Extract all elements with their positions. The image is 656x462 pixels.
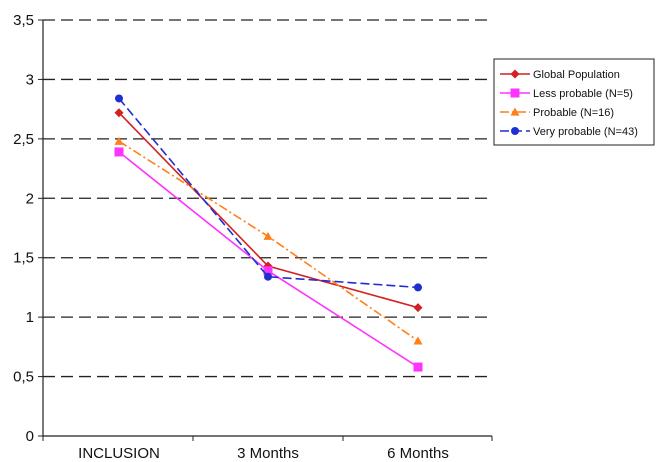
data-point xyxy=(114,136,124,145)
x-axis-categories: INCLUSION 3 Months 6 Months xyxy=(42,436,493,462)
data-point xyxy=(413,303,423,313)
series-group xyxy=(114,94,423,372)
data-point xyxy=(114,147,124,157)
legend-marker xyxy=(510,69,520,79)
y-tick-label: 1 xyxy=(26,309,34,326)
legend-item: Very probable (N=43) xyxy=(500,126,638,138)
legend-item: Probable (N=16) xyxy=(500,107,614,119)
y-tick-label: 3,5 xyxy=(13,12,34,29)
legend-marker xyxy=(511,127,519,135)
grid-lines xyxy=(43,19,493,378)
x-category-label: INCLUSION xyxy=(78,445,160,462)
x-category-label: 6 Months xyxy=(387,445,449,462)
y-tick-label: 1,5 xyxy=(13,250,34,267)
y-tick-label: 2,5 xyxy=(13,131,34,148)
series-4 xyxy=(115,94,422,292)
data-point xyxy=(263,266,273,276)
data-point xyxy=(413,336,423,345)
y-tick-label: 2 xyxy=(26,190,34,207)
series-line xyxy=(118,140,419,342)
y-axis-ticks: 0 0,5 1 1,5 2 2,5 3 3,5 xyxy=(13,12,43,445)
y-tick-label: 0 xyxy=(26,428,34,445)
legend-item: Less probable (N=5) xyxy=(500,88,633,100)
legend: Global Population Less probable (N=5) Prob… xyxy=(493,58,655,146)
data-point xyxy=(114,108,124,118)
series-line xyxy=(118,97,419,289)
legend-label: Global Population xyxy=(533,69,620,81)
data-point xyxy=(413,362,423,372)
data-point xyxy=(264,272,272,281)
series-3 xyxy=(114,136,423,345)
x-category-label: 3 Months xyxy=(237,445,299,462)
legend-label: Very probable (N=43) xyxy=(533,126,638,138)
series-line xyxy=(118,151,419,368)
legend-marker xyxy=(510,88,520,98)
legend-item: Global Population xyxy=(500,69,620,81)
series-2 xyxy=(114,147,423,372)
y-tick-label: 0,5 xyxy=(13,369,34,386)
data-point xyxy=(263,231,273,240)
axes xyxy=(42,20,492,437)
data-point xyxy=(414,283,422,292)
y-tick-label: 3 xyxy=(26,71,34,88)
legend-label: Probable (N=16) xyxy=(533,107,614,119)
legend-label: Less probable (N=5) xyxy=(533,88,633,100)
data-point xyxy=(115,94,123,103)
legend-marker xyxy=(510,107,520,116)
